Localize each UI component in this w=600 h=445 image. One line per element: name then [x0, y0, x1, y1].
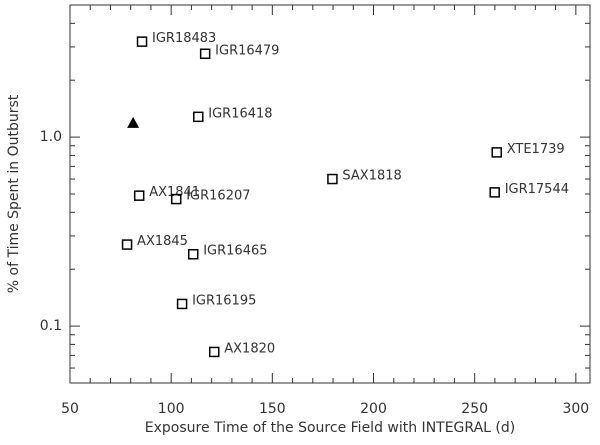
x-tick-label: 100 — [158, 401, 185, 417]
point — [136, 36, 148, 47]
point — [489, 187, 500, 198]
x-axis-label: Exposure Time of the Source Field with I… — [145, 420, 515, 436]
point-label: AX1820 — [224, 341, 275, 356]
point — [491, 147, 502, 158]
point — [127, 116, 140, 128]
point-label: IGR16479 — [215, 43, 279, 58]
x-tick-label: 250 — [461, 401, 488, 417]
x-tick-label: 50 — [61, 401, 79, 417]
point-label: IGR17544 — [505, 182, 569, 197]
x-tick-label: 300 — [562, 401, 589, 417]
point-label: IGR16465 — [203, 244, 267, 259]
point-label: IGR16207 — [186, 189, 250, 204]
point — [193, 111, 204, 123]
point-label: AX1841 — [149, 185, 200, 200]
point — [187, 248, 199, 260]
y-axis-label: % of Time Spent in Outburst — [6, 94, 22, 293]
point — [170, 193, 182, 205]
point — [209, 346, 220, 358]
point-label: IGR18483 — [152, 31, 216, 46]
x-tick-label: 200 — [360, 401, 387, 417]
point-label: IGR16418 — [208, 106, 272, 121]
y-tick-label: 0.1 — [40, 318, 62, 334]
y-tick-label: 1.0 — [40, 129, 62, 145]
point-label: SAX1818 — [342, 169, 401, 184]
point-label: IGR16195 — [192, 293, 256, 308]
point-label: XTE1739 — [507, 142, 565, 157]
point-label: AX1845 — [137, 234, 188, 249]
point — [121, 239, 133, 250]
point — [133, 190, 145, 201]
x-tick-label: 150 — [259, 401, 286, 417]
point — [199, 48, 211, 60]
point — [327, 173, 338, 185]
point — [176, 298, 188, 310]
